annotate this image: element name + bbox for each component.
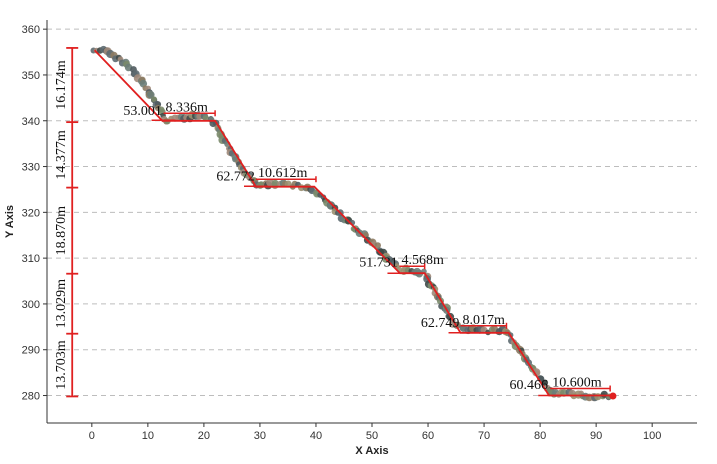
x-tick-label: 90 <box>590 430 602 442</box>
x-tick-label: 100 <box>643 430 661 442</box>
tick-labels: 280 290 300 310 320 330 340 350 360 0 10 20 30 40 50 60… <box>22 24 662 442</box>
x-tick-label: 30 <box>254 430 266 442</box>
length-label: 8.017m <box>463 313 506 328</box>
dimension-annotations: 16.174m 14.377m 18.870m 13.029m 13.703m 53.00… <box>54 47 611 398</box>
y-tick-label: 350 <box>22 70 40 82</box>
length-label: 10.600m <box>552 376 602 391</box>
y-tick-label: 340 <box>22 116 40 128</box>
length-label: 4.568m <box>401 253 444 268</box>
x-tick-label: 10 <box>142 430 154 442</box>
y-tick-label: 360 <box>22 24 40 36</box>
dimension-label: 13.029m <box>54 279 69 329</box>
y-tick-label: 320 <box>22 207 40 219</box>
dimension-label: 16.174m <box>54 60 69 110</box>
x-tick-label: 70 <box>478 430 490 442</box>
angle-label: 51.731 <box>359 255 398 270</box>
data-point <box>374 242 381 249</box>
angle-label: 60.466 <box>509 378 548 393</box>
y-tick-label: 310 <box>22 253 40 265</box>
end-point <box>609 392 617 400</box>
data-point <box>147 91 155 99</box>
data-point <box>541 379 549 386</box>
x-tick-label: 80 <box>534 430 546 442</box>
axes <box>43 20 697 427</box>
x-tick-label: 20 <box>198 430 210 442</box>
y-tick-label: 330 <box>22 162 40 174</box>
x-tick-label: 60 <box>422 430 434 442</box>
dimension-label: 18.870m <box>54 206 69 256</box>
length-label: 10.612m <box>258 166 308 181</box>
y-tick-label: 290 <box>22 345 40 357</box>
angle-label: 62.749 <box>421 316 460 331</box>
dimension-label: 13.703m <box>54 340 69 390</box>
angle-label: 53.001 <box>123 104 162 119</box>
data-point <box>202 115 209 122</box>
data-point <box>271 179 279 188</box>
length-label: 8.336m <box>166 100 209 115</box>
y-axis-title: Y Axis <box>4 205 16 238</box>
data-point <box>284 180 292 188</box>
y-tick-label: 280 <box>22 391 40 403</box>
y-tick-label: 300 <box>22 299 40 311</box>
x-tick-label: 50 <box>366 430 378 442</box>
x-tick-label: 40 <box>310 430 322 442</box>
x-axis-title: X Axis <box>355 445 388 457</box>
data-point <box>151 96 158 103</box>
scatter-points <box>90 45 617 402</box>
dimension-label: 14.377m <box>54 130 69 180</box>
angle-label: 62.772 <box>216 169 255 184</box>
x-tick-label: 0 <box>89 430 95 442</box>
